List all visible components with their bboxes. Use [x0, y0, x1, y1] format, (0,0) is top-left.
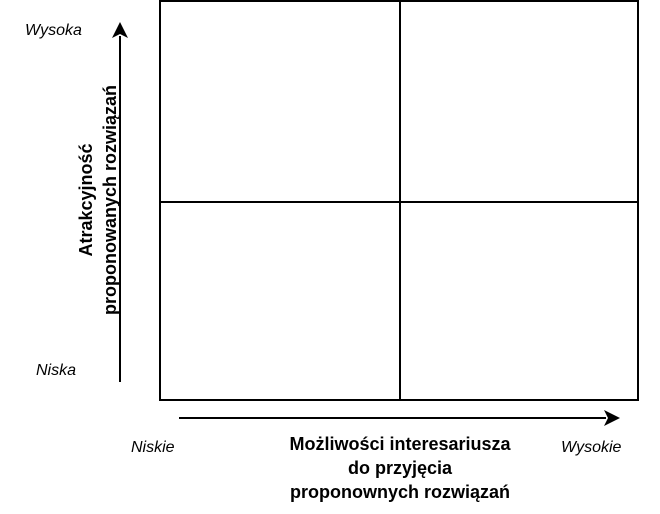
x-axis-low-label: Niskie — [131, 439, 175, 456]
x-axis-title-line2: do przyjęcia — [347, 458, 453, 478]
y-axis-high-label: Wysoka — [25, 22, 82, 39]
x-axis-title-line1: Możliwości interesariusza — [289, 434, 511, 454]
y-axis-title-line2: proponowanych rozwiązań — [100, 84, 120, 316]
x-axis-arrowhead — [604, 410, 620, 426]
y-axis-title-line1: Atrakcyjność — [76, 143, 96, 257]
y-axis-low-label: Niska — [36, 362, 77, 379]
x-axis-title: Możliwości interesariusza do przyjęcia p… — [250, 432, 550, 504]
quadrant-matrix — [159, 0, 639, 401]
x-axis-title-line3: proponownych rozwiązań — [289, 482, 510, 502]
y-axis-arrowhead — [112, 22, 128, 38]
matrix-vertical-divider — [399, 2, 401, 399]
matrix-horizontal-divider — [161, 201, 637, 203]
x-axis-high-label: Wysokie — [561, 439, 622, 456]
